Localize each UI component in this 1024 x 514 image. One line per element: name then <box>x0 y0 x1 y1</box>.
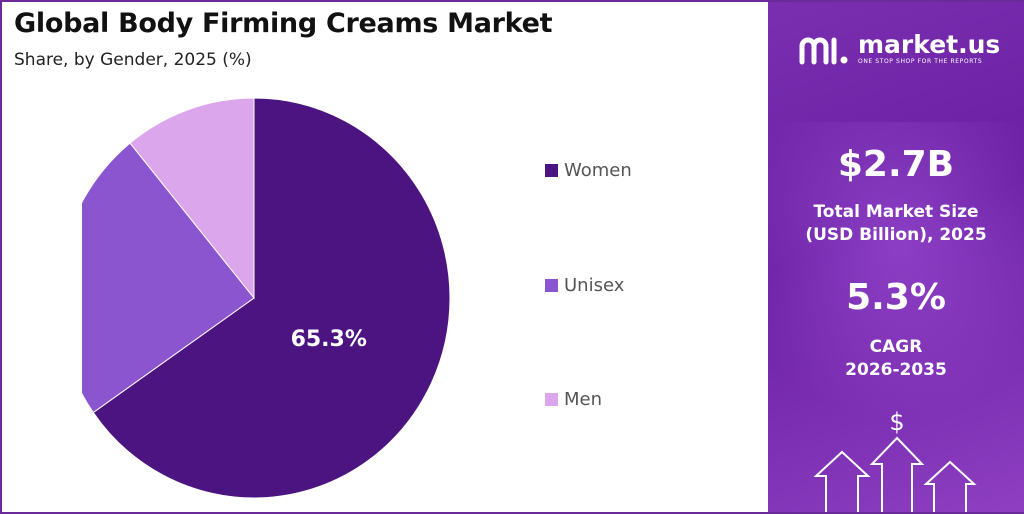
cagr-label-line1: CAGR <box>869 337 923 357</box>
legend-item-unisex: Unisex <box>545 275 624 296</box>
cagr-label-line2: 2026-2035 <box>845 360 947 380</box>
dollar-symbol: $ <box>889 408 904 436</box>
market-us-logo-icon <box>799 37 848 65</box>
cagr-value: 5.3% <box>846 277 946 318</box>
legend-swatch-women <box>545 164 558 177</box>
legend-item-men: Men <box>545 389 602 410</box>
brand-logo: market.us ONE STOP SHOP FOR THE REPORTS <box>798 32 1000 66</box>
chart-panel: Global Body Firming Creams Market Share,… <box>2 2 768 512</box>
legend-swatch-unisex <box>545 279 558 292</box>
pie-slice-women <box>92 98 451 499</box>
market-size-value: $2.7B <box>837 144 955 185</box>
growth-arrows-icon: $ <box>813 408 977 512</box>
background-glow <box>768 122 1024 422</box>
legend-swatch-men <box>545 393 558 406</box>
stats-panel: market.us ONE STOP SHOP FOR THE REPORTS … <box>768 2 1024 512</box>
market-size-label-line1: Total Market Size <box>813 202 979 222</box>
pie-chart: 65.3% <box>82 98 451 499</box>
brand-name: market.us <box>858 30 1001 59</box>
market-size-label-line2: (USD Billion), 2025 <box>805 225 987 245</box>
data-label-women: 65.3% <box>291 327 367 352</box>
chart-subtitle: Share, by Gender, 2025 (%) <box>14 50 252 70</box>
pie-slice-unisex <box>82 142 255 414</box>
pie-slice-men <box>129 98 255 300</box>
chart-title: Global Body Firming Creams Market <box>14 8 553 39</box>
brand-tagline: ONE STOP SHOP FOR THE REPORTS <box>858 58 983 65</box>
legend-item-women: Women <box>545 160 632 181</box>
legend-label-men: Men <box>564 389 603 410</box>
legend-label-unisex: Unisex <box>564 275 625 296</box>
brand-text: market.us ONE STOP SHOP FOR THE REPORTS <box>858 32 1000 66</box>
legend-label-women: Women <box>564 160 632 181</box>
